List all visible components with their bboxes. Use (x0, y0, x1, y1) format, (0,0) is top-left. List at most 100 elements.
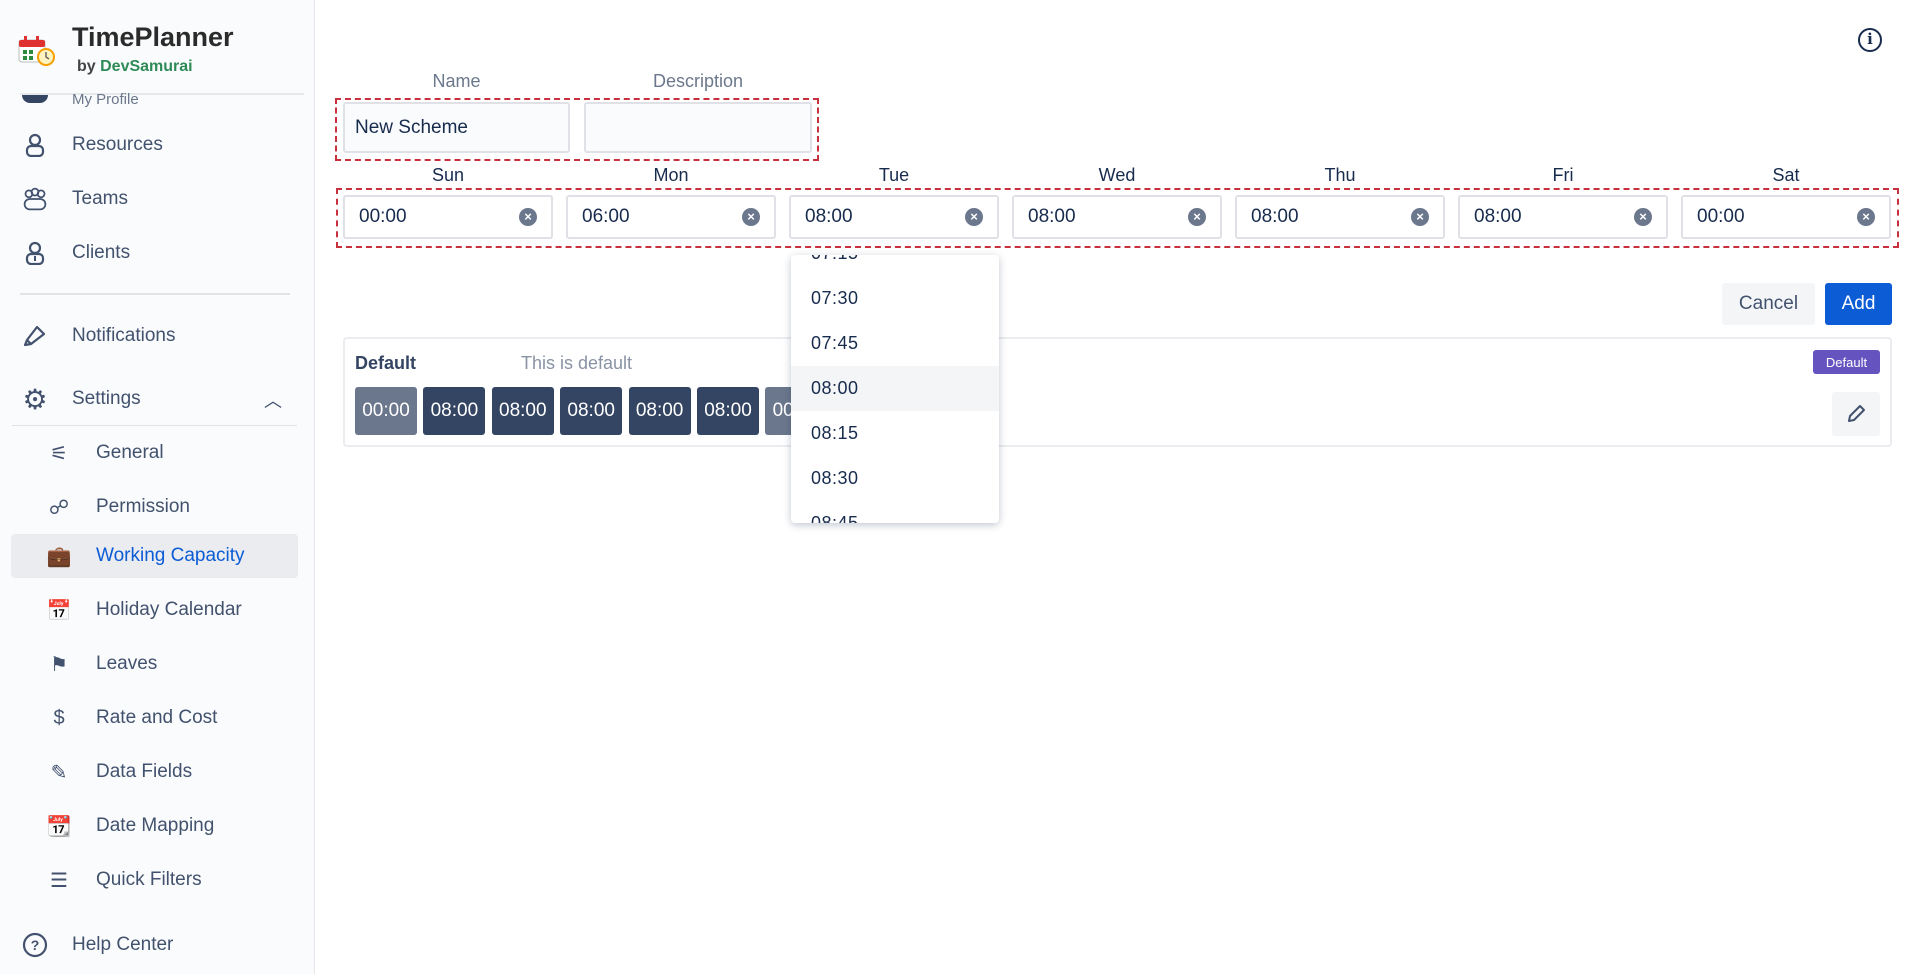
clear-icon[interactable]: × (1188, 208, 1206, 226)
time-option[interactable]: 07:30 (811, 288, 859, 308)
svg-text:?: ? (31, 937, 40, 953)
time-option[interactable]: 08:15 (811, 423, 859, 443)
header-divider (20, 93, 304, 95)
days-highlight (336, 188, 1899, 248)
sidebar-item-holiday-calendar[interactable]: 📅 Holiday Calendar (0, 588, 300, 632)
calendar-star-icon: 📅 (46, 599, 72, 622)
sidebar-item-rate-and-cost[interactable]: $ Rate and Cost (0, 696, 300, 740)
sidebar-item-label: General (96, 442, 164, 463)
sidebar-item-label: Teams (72, 188, 128, 209)
clear-icon[interactable]: × (1857, 208, 1875, 226)
person-icon (22, 132, 48, 158)
clear-icon[interactable]: × (1411, 208, 1429, 226)
day-time-input-sat[interactable]: 00:00 × (1681, 195, 1891, 239)
clear-icon[interactable]: × (519, 208, 537, 226)
clear-icon[interactable]: × (965, 208, 983, 226)
hour-chip: 08:00 (628, 387, 691, 435)
time-value: 08:00 (1251, 206, 1299, 227)
day-label: Fri (1552, 165, 1574, 185)
app-logo-icon (18, 36, 55, 66)
hour-chip: 08:00 (560, 387, 623, 435)
time-dropdown[interactable]: 07:15 07:30 07:45 08:00 08:15 08:30 08:45 (791, 255, 999, 523)
cancel-button[interactable]: Cancel (1722, 283, 1815, 325)
day-label: Thu (1324, 165, 1356, 185)
day-label: Sat (1772, 165, 1800, 185)
sidebar-item-teams[interactable]: Teams (0, 177, 300, 221)
sidebar-item-permission[interactable]: ☍ Permission (0, 485, 300, 529)
description-input[interactable] (584, 102, 812, 153)
time-value: 08:00 (1028, 206, 1076, 227)
time-option[interactable]: 07:45 (811, 333, 859, 353)
scheme-name: Default (355, 353, 417, 373)
hierarchy-icon: ☍ (48, 496, 70, 519)
name-input[interactable]: New Scheme (343, 102, 570, 153)
app-vendor: by DevSamurai (77, 58, 193, 76)
name-label: Name (432, 71, 481, 91)
filter-icon: ☰ (50, 869, 68, 892)
money-icon: $ (53, 706, 65, 729)
hour-chip: 08:00 (491, 387, 554, 435)
sidebar-item-settings[interactable]: ⚙ Settings ︿ (0, 377, 300, 421)
by-text: by (77, 58, 96, 75)
time-option[interactable]: 08:30 (811, 468, 859, 488)
sidebar-item-my-profile[interactable]: My Profile (72, 91, 139, 108)
sidebar: TimePlanner by DevSamurai My Profile Res… (0, 0, 315, 974)
day-label: Tue (878, 165, 910, 185)
hour-chip: 08:00 (423, 387, 486, 435)
day-time-input-sun[interactable]: 00:00 × (343, 195, 553, 239)
sliders-icon: ⚟ (50, 442, 68, 465)
sidebar-item-leaves[interactable]: ⚑ Leaves (0, 642, 300, 686)
day-time-input-thu[interactable]: 08:00 × (1235, 195, 1445, 239)
name-description-highlight (335, 98, 819, 161)
scheme-description: This is default (521, 353, 633, 373)
time-option[interactable]: 07:15 (791, 255, 999, 276)
vendor-name: DevSamurai (100, 58, 193, 75)
time-value: 00:00 (1697, 206, 1745, 227)
avatar[interactable] (22, 95, 48, 103)
sidebar-item-label: Rate and Cost (96, 707, 218, 728)
sidebar-item-clients[interactable]: Clients (0, 231, 300, 275)
clear-icon[interactable]: × (1634, 208, 1652, 226)
day-time-input-wed[interactable]: 08:00 × (1012, 195, 1222, 239)
day-time-input-fri[interactable]: 08:00 × (1458, 195, 1668, 239)
briefcase-clock-icon: 💼 (46, 545, 72, 568)
info-icon[interactable]: i (1858, 28, 1882, 52)
sidebar-item-label: Holiday Calendar (96, 599, 242, 620)
time-value: 06:00 (582, 206, 630, 227)
time-value: 08:00 (1474, 206, 1522, 227)
sidebar-item-label: Settings (72, 388, 141, 409)
sidebar-item-notifications[interactable]: Notifications (0, 314, 300, 358)
sidebar-item-quick-filters[interactable]: ☰ Quick Filters (0, 858, 300, 902)
day-label: Mon (653, 165, 689, 185)
flag-icon: ⚑ (50, 653, 68, 676)
sidebar-item-label: Leaves (96, 653, 158, 674)
sidebar-item-label: Date Mapping (96, 815, 215, 836)
time-option[interactable]: 08:45 (811, 513, 859, 523)
sidebar-item-label: Working Capacity (96, 545, 245, 566)
pencil-icon: ✎ (50, 761, 68, 784)
scheme-card: Default This is default Default 00:00 08:… (343, 337, 1892, 447)
sidebar-item-label: Clients (72, 242, 131, 263)
sidebar-item-help-center[interactable]: ? Help Center (0, 923, 300, 967)
day-label: Sun (431, 165, 465, 185)
edit-button[interactable] (1832, 392, 1880, 436)
sidebar-item-general[interactable]: ⚟ General (0, 431, 300, 475)
sidebar-item-working-capacity[interactable]: 💼 Working Capacity (11, 534, 298, 578)
sidebar-item-resources[interactable]: Resources (0, 123, 300, 167)
chevron-up-icon[interactable]: ︿ (264, 391, 282, 411)
time-option[interactable]: 08:00 (791, 366, 999, 411)
sidebar-item-label: Resources (72, 134, 163, 155)
sidebar-item-label: Data Fields (96, 761, 193, 782)
bell-icon (22, 323, 48, 349)
sidebar-item-date-mapping[interactable]: 📆 Date Mapping (0, 804, 300, 848)
sidebar-item-label: Help Center (72, 934, 174, 955)
add-button[interactable]: Add (1825, 283, 1892, 325)
clear-icon[interactable]: × (742, 208, 760, 226)
help-icon: ? (22, 932, 48, 958)
sidebar-divider (12, 425, 297, 426)
day-time-input-tue[interactable]: 08:00 × (789, 195, 999, 239)
sidebar-item-label: Quick Filters (96, 869, 202, 890)
pencil-icon (1848, 405, 1865, 422)
sidebar-item-data-fields[interactable]: ✎ Data Fields (0, 750, 300, 794)
day-time-input-mon[interactable]: 06:00 × (566, 195, 776, 239)
